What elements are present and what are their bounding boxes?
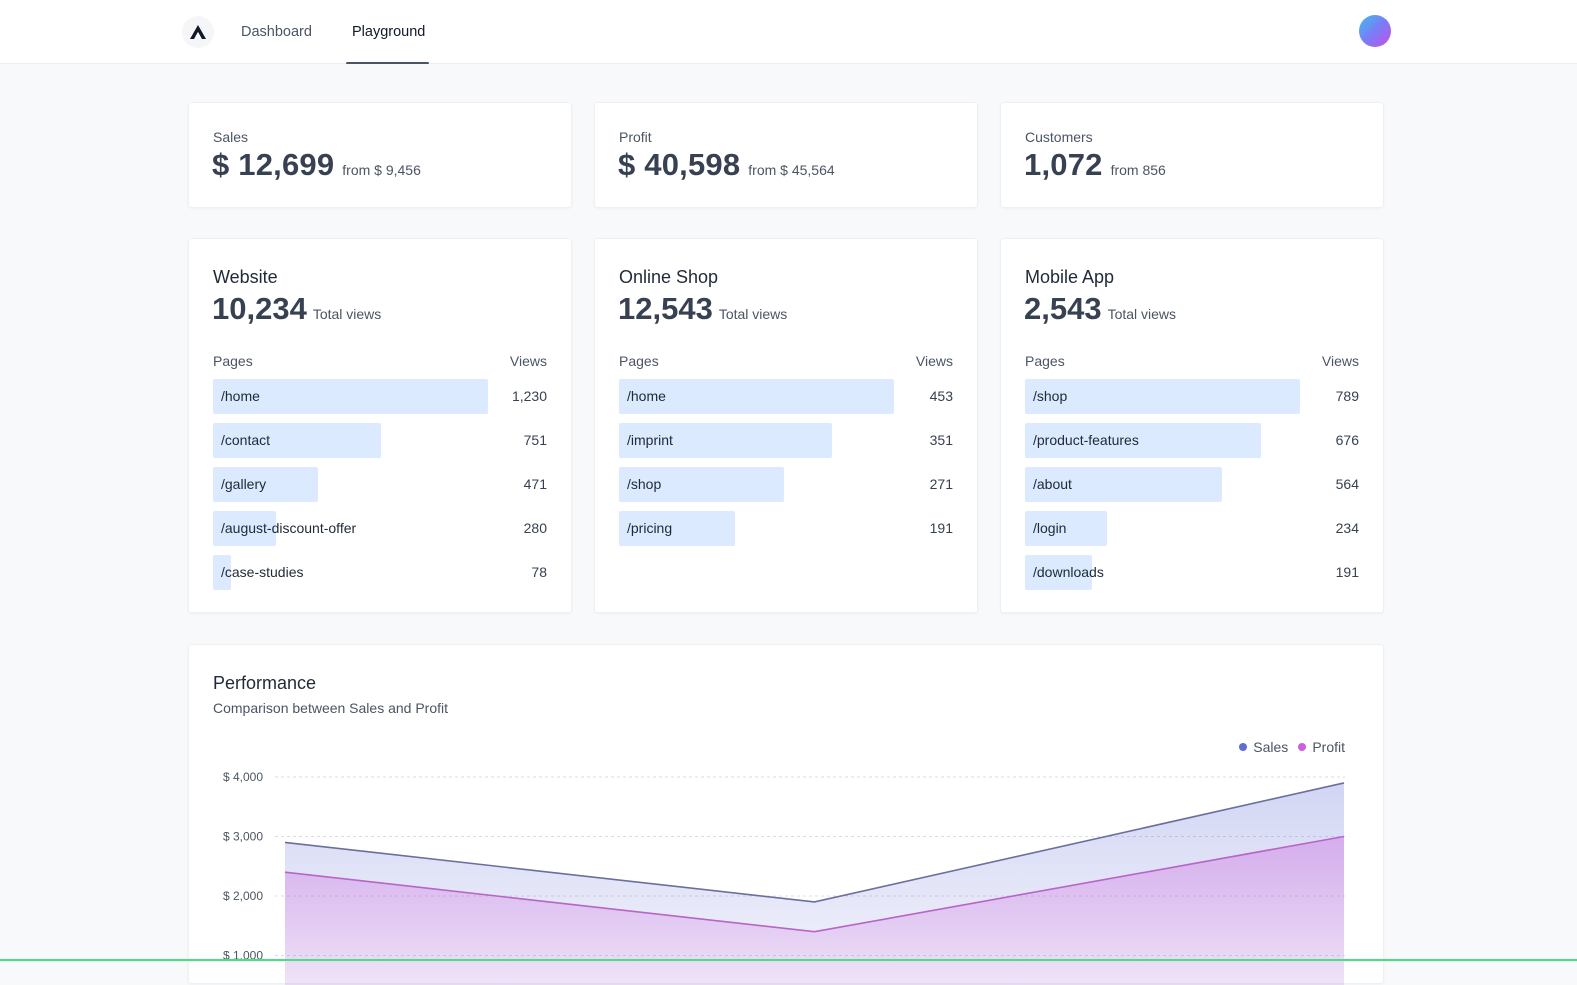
kpi-card-sales: Sales $ 12,699 from $ 9,456: [188, 102, 572, 208]
page-views: 351: [930, 423, 953, 458]
page-label: /contact: [221, 423, 270, 458]
total-views-row: 2,543 Total views: [1024, 291, 1176, 327]
page-row[interactable]: /imprint 351: [619, 423, 953, 458]
column-header-views: Views: [1322, 353, 1359, 369]
page-row[interactable]: /gallery 471: [213, 467, 547, 502]
page-views: 280: [524, 511, 547, 546]
total-views-label: Total views: [719, 306, 787, 322]
y-tick-label: $ 4,000: [223, 770, 263, 784]
page-views: 271: [930, 467, 953, 502]
page-label: /gallery: [221, 467, 266, 502]
avatar[interactable]: [1359, 15, 1391, 47]
tab-playground[interactable]: Playground: [352, 0, 425, 64]
kpi-value-row: 1,072 from 856: [1024, 147, 1166, 183]
total-views-value: 10,234: [212, 291, 307, 326]
page-row[interactable]: /home 453: [619, 379, 953, 414]
page-views: 234: [1336, 511, 1359, 546]
page-bar-list: /home 453/imprint 351/shop 271/pricing 191: [619, 379, 953, 555]
page-views: 453: [930, 379, 953, 414]
page-views: 191: [1336, 555, 1359, 590]
kpi-label: Customers: [1025, 129, 1093, 145]
page-views: 751: [524, 423, 547, 458]
total-views-value: 12,543: [618, 291, 713, 326]
column-header-views: Views: [510, 353, 547, 369]
page-label: /login: [1033, 511, 1066, 546]
page-row[interactable]: /contact 751: [213, 423, 547, 458]
page-label: /imprint: [627, 423, 673, 458]
column-header-pages: Pages: [213, 353, 253, 369]
page-row[interactable]: /product-features 676: [1025, 423, 1359, 458]
bottom-accent-line: [0, 959, 1577, 961]
page-row[interactable]: /pricing 191: [619, 511, 953, 546]
page-row[interactable]: /home 1,230: [213, 379, 547, 414]
kpi-value: $ 40,598: [618, 147, 740, 182]
kpi-value-row: $ 12,699 from $ 9,456: [212, 147, 421, 183]
page-label: /about: [1033, 467, 1072, 502]
kpi-from: from $ 45,564: [748, 162, 834, 178]
page-label: /downloads: [1033, 555, 1104, 590]
page-label: /case-studies: [221, 555, 303, 590]
page-row[interactable]: /august-discount-offer 280: [213, 511, 547, 546]
kpi-value: $ 12,699: [212, 147, 334, 182]
page-row[interactable]: /downloads 191: [1025, 555, 1359, 590]
top-navigation: Dashboard Playground: [0, 0, 1577, 64]
page-row[interactable]: /case-studies 78: [213, 555, 547, 590]
performance-chart: $ 1,000$ 2,000$ 3,000$ 4,000: [189, 645, 1385, 985]
page-row[interactable]: /about 564: [1025, 467, 1359, 502]
page-label: /product-features: [1033, 423, 1139, 458]
y-tick-label: $ 3,000: [223, 830, 263, 844]
page-row[interactable]: /shop 271: [619, 467, 953, 502]
kpi-label: Sales: [213, 129, 248, 145]
page-views: 564: [1336, 467, 1359, 502]
kpi-card-customers: Customers 1,072 from 856: [1000, 102, 1384, 208]
page-row[interactable]: /login 234: [1025, 511, 1359, 546]
page-label: /home: [221, 379, 260, 414]
performance-card: Performance Comparison between Sales and…: [188, 644, 1384, 984]
page-bar-list: /home 1,230/contact 751/gallery 471/august-…: [213, 379, 547, 599]
total-views-label: Total views: [1108, 306, 1176, 322]
card-title: Online Shop: [619, 267, 718, 288]
y-tick-label: $ 2,000: [223, 889, 263, 903]
total-views-label: Total views: [313, 306, 381, 322]
page-label: /home: [627, 379, 666, 414]
total-views-row: 10,234 Total views: [212, 291, 381, 327]
page-label: /august-discount-offer: [221, 511, 356, 546]
page-views: 78: [531, 555, 547, 590]
total-views-value: 2,543: [1024, 291, 1102, 326]
column-header-pages: Pages: [619, 353, 659, 369]
page-label: /shop: [1033, 379, 1067, 414]
page-row[interactable]: /shop 789: [1025, 379, 1359, 414]
page-views: 676: [1336, 423, 1359, 458]
total-views-row: 12,543 Total views: [618, 291, 787, 327]
page-label: /shop: [627, 467, 661, 502]
logo-icon[interactable]: [182, 16, 214, 48]
kpi-card-profit: Profit $ 40,598 from $ 45,564: [594, 102, 978, 208]
column-header-pages: Pages: [1025, 353, 1065, 369]
kpi-from: from 856: [1111, 162, 1166, 178]
source-card-website: Website 10,234 Total views Pages Views /h…: [188, 238, 572, 613]
page-views: 789: [1336, 379, 1359, 414]
source-card-online-shop: Online Shop 12,543 Total views Pages View…: [594, 238, 978, 613]
page-bar-list: /shop 789/product-features 676/about 564/lo…: [1025, 379, 1359, 599]
card-title: Website: [213, 267, 278, 288]
column-header-views: Views: [916, 353, 953, 369]
card-title: Mobile App: [1025, 267, 1114, 288]
page-views: 471: [524, 467, 547, 502]
page-label: /pricing: [627, 511, 672, 546]
kpi-value: 1,072: [1024, 147, 1103, 182]
kpi-from: from $ 9,456: [342, 162, 421, 178]
tab-dashboard[interactable]: Dashboard: [241, 0, 312, 64]
page-views: 191: [930, 511, 953, 546]
kpi-label: Profit: [619, 129, 652, 145]
kpi-value-row: $ 40,598 from $ 45,564: [618, 147, 835, 183]
page-views: 1,230: [512, 379, 547, 414]
